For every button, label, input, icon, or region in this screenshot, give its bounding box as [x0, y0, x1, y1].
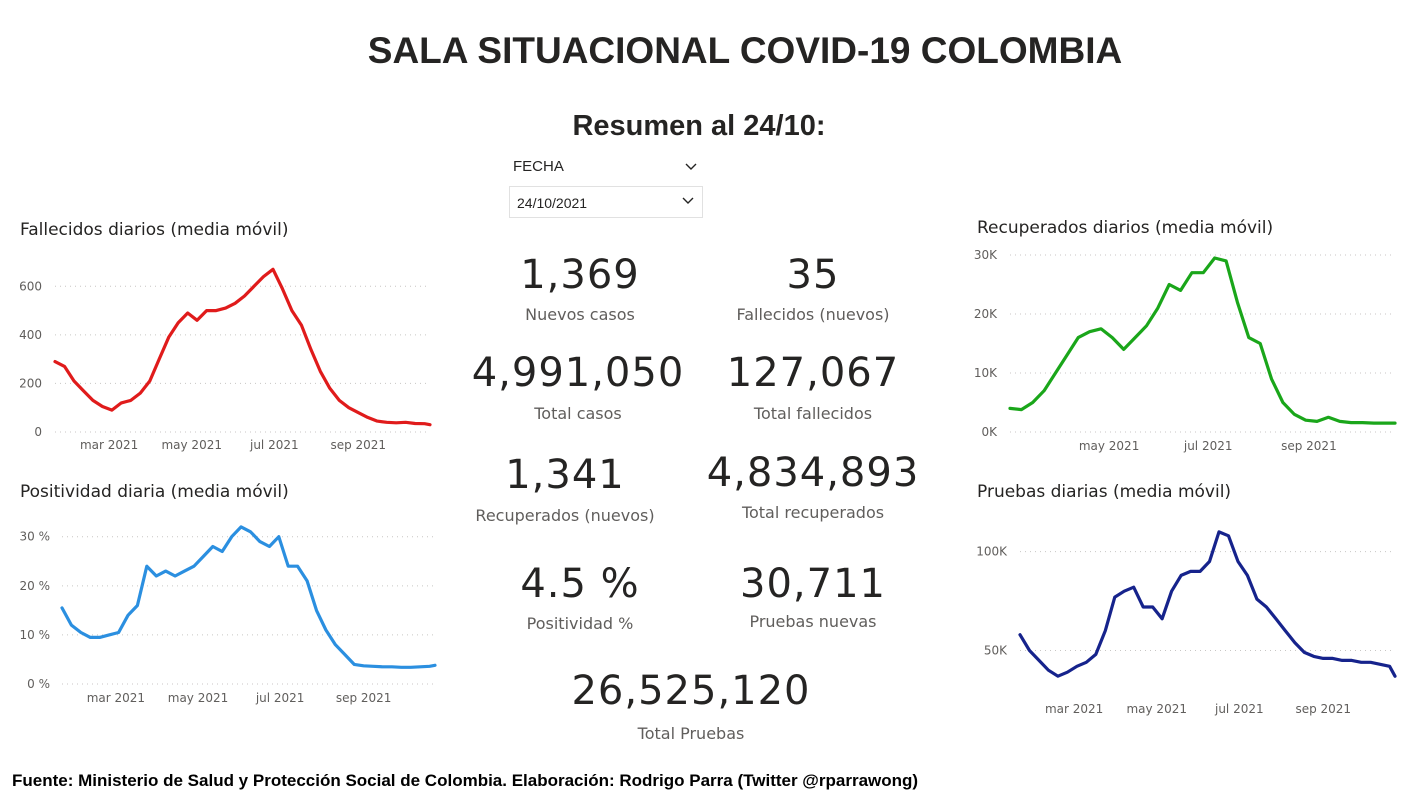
x-tick-label: may 2021	[168, 691, 229, 705]
y-tick-label: 30 %	[20, 530, 51, 544]
chart-title-fallecidos: Fallecidos diarios (media móvil)	[20, 220, 289, 240]
y-tick-label: 0	[34, 425, 42, 439]
x-tick-label: mar 2021	[87, 691, 145, 705]
date-slicer-label: FECHA	[513, 158, 564, 175]
kpi-positividad-label: Positividad %	[526, 614, 634, 633]
chart-recuperados[interactable]: 0K 10K 20K 30K may 2021 jul 2021 sep 2021	[974, 248, 1397, 453]
x-tick-label: may 2021	[1126, 702, 1187, 716]
series-line-pruebas[interactable]	[1018, 530, 1397, 678]
kpi-nuevos-casos-value: 1,369	[520, 252, 640, 298]
y-tick-label: 10K	[974, 366, 998, 380]
kpi-total-casos-value: 4,991,050	[471, 350, 685, 396]
y-tick-label: 0 %	[27, 677, 50, 691]
summary-subtitle: Resumen al 24/10:	[572, 110, 826, 142]
kpi-recuperados-nuevos-label: Recuperados (nuevos)	[475, 506, 655, 525]
x-tick-label: jul 2021	[249, 438, 299, 452]
chart-title-pruebas: Pruebas diarias (media móvil)	[977, 482, 1232, 502]
kpi-recuperados-nuevos-value: 1,341	[505, 452, 625, 498]
kpi-total-recuperados-value: 4,834,893	[706, 450, 920, 496]
kpi-total-fallecidos-label: Total fallecidos	[753, 404, 873, 423]
y-tick-label: 400	[19, 328, 42, 342]
y-tick-label: 0K	[981, 425, 998, 439]
series-line-recuperados[interactable]	[1008, 256, 1397, 425]
series-line-positividad[interactable]	[60, 525, 437, 669]
y-tick-label: 30K	[974, 248, 998, 262]
date-dropdown-value: 24/10/2021	[517, 195, 588, 211]
chart-pruebas[interactable]: 50K 100K mar 2021 may 2021 jul 2021 sep 2021	[976, 530, 1397, 716]
kpi-fallecidos-nuevos-label: Fallecidos (nuevos)	[736, 305, 890, 324]
chart-title-positividad: Positividad diaria (media móvil)	[20, 482, 289, 502]
x-tick-label: jul 2021	[255, 691, 305, 705]
chart-positividad[interactable]: 0 % 10 % 20 % 30 % mar 2021 may 2021 jul 2021 s…	[20, 525, 437, 705]
x-tick-label: may 2021	[1079, 439, 1140, 453]
kpi-total-pruebas-label: Total Pruebas	[637, 724, 745, 743]
kpi-fallecidos-nuevos-value: 35	[786, 252, 840, 298]
y-tick-label: 200	[19, 376, 42, 390]
kpi-positividad-value: 4.5 %	[520, 561, 640, 607]
date-slicer-header[interactable]: FECHA	[513, 158, 703, 180]
x-tick-label: jul 2021	[1183, 439, 1233, 453]
y-tick-label: 20K	[974, 307, 998, 321]
kpi-pruebas-nuevas-label: Pruebas nuevas	[749, 612, 877, 631]
x-tick-label: jul 2021	[1214, 702, 1264, 716]
kpi-total-recuperados-label: Total recuperados	[741, 503, 885, 522]
x-tick-label: sep 2021	[1295, 702, 1351, 716]
chevron-down-icon[interactable]	[683, 158, 699, 174]
chevron-down-icon[interactable]	[680, 192, 696, 208]
page-title: SALA SITUACIONAL COVID-19 COLOMBIA	[367, 30, 1123, 71]
y-tick-label: 10 %	[20, 628, 51, 642]
x-tick-label: sep 2021	[330, 438, 386, 452]
y-tick-label: 600	[19, 279, 42, 293]
kpi-total-fallecidos-value: 127,067	[726, 350, 900, 396]
kpi-pruebas-nuevas-value: 30,711	[740, 561, 886, 607]
y-tick-label: 20 %	[20, 579, 51, 593]
series-line-fallecidos[interactable]	[53, 267, 432, 427]
x-tick-label: sep 2021	[336, 691, 392, 705]
date-dropdown[interactable]: 24/10/2021	[509, 186, 703, 218]
kpi-total-pruebas-value: 26,525,120	[571, 668, 811, 714]
y-tick-label: 100K	[976, 545, 1008, 559]
kpi-nuevos-casos-label: Nuevos casos	[525, 305, 635, 324]
chart-title-recuperados: Recuperados diarios (media móvil)	[977, 218, 1274, 238]
chart-fallecidos[interactable]: 0 200 400 600 mar 2021 may 2021 jul 2021 sep 20…	[19, 267, 432, 452]
x-tick-label: mar 2021	[1045, 702, 1103, 716]
x-tick-label: may 2021	[161, 438, 222, 452]
x-tick-label: mar 2021	[80, 438, 138, 452]
x-tick-label: sep 2021	[1281, 439, 1337, 453]
y-tick-label: 50K	[984, 643, 1008, 657]
kpi-total-casos-label: Total casos	[534, 404, 622, 423]
source-footer: Fuente: Ministerio de Salud y Protección…	[12, 771, 919, 790]
